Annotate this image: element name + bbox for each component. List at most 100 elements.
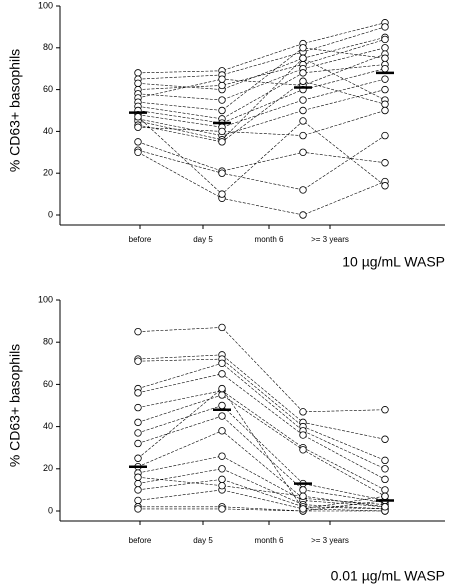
subject-point — [218, 412, 226, 420]
subject-point — [299, 77, 307, 85]
subject-point — [218, 481, 226, 490]
subject-point — [218, 75, 226, 83]
subject-point — [134, 429, 142, 437]
subject-point — [218, 323, 226, 332]
subject-line — [137, 141, 386, 172]
subject-point — [299, 106, 307, 115]
subject-line — [137, 110, 386, 136]
subject-point — [134, 327, 142, 336]
y-tick-label: 0 — [48, 209, 53, 219]
annotation: 0.01 µg/mL WASP — [331, 568, 445, 584]
subject-point — [381, 100, 389, 108]
y-axis-label: % CD63+ basophils — [7, 49, 23, 172]
subject-line — [137, 354, 386, 440]
subject-point — [299, 186, 307, 194]
subject-line — [137, 476, 386, 508]
subject-point — [381, 456, 389, 465]
subject-line — [137, 68, 386, 124]
subject-line — [137, 373, 386, 480]
subject-point — [134, 113, 142, 121]
subject-point — [381, 503, 389, 511]
subject-point — [134, 439, 142, 448]
subject-point — [299, 505, 307, 513]
subject-point — [134, 479, 142, 488]
subject-point — [381, 465, 389, 473]
subject-point — [299, 96, 307, 104]
subject-point — [299, 117, 307, 125]
subject-line — [137, 47, 386, 111]
subject-point — [299, 492, 307, 500]
subject-point — [134, 454, 142, 462]
subject-point — [134, 473, 142, 481]
subject-point — [299, 486, 307, 494]
subject-point — [218, 384, 226, 393]
x-tick-label: >= 3 years — [311, 235, 349, 244]
subject-point — [299, 211, 307, 219]
subject-point — [134, 389, 142, 397]
subject-point — [134, 403, 142, 412]
subject-point — [134, 123, 142, 131]
subject-line — [137, 455, 386, 508]
subject-line — [137, 53, 386, 99]
subject-point — [381, 492, 389, 500]
y-tick-label: 100 — [38, 0, 53, 10]
subject-line — [137, 116, 386, 195]
subject-point — [218, 401, 226, 410]
subject-point — [381, 159, 389, 167]
subject-point — [134, 148, 142, 156]
subject-point — [299, 44, 307, 52]
subject-point — [299, 408, 307, 416]
subject-line — [137, 37, 386, 90]
subject-point — [381, 85, 389, 94]
subject-point — [218, 391, 226, 399]
subject-line — [137, 22, 386, 74]
subject-point — [134, 496, 142, 505]
subject-point — [299, 69, 307, 77]
x-tick-label: >= 3 years — [311, 536, 349, 545]
subject-line — [137, 415, 386, 503]
subject-line — [137, 78, 386, 128]
subject-point — [299, 446, 307, 454]
subject-line — [137, 47, 386, 101]
subject-line — [137, 394, 386, 497]
subject-point — [381, 23, 389, 31]
subject-line — [137, 57, 386, 141]
subject-point — [218, 427, 226, 435]
subject-point — [134, 69, 142, 77]
subject-line — [138, 506, 385, 512]
y-axis-label: % CD63+ basophils — [7, 344, 23, 467]
x-tick-label: before — [129, 235, 152, 244]
subject-point — [134, 505, 142, 513]
subject-point — [381, 435, 389, 443]
subject-point — [218, 452, 226, 460]
subject-point — [218, 96, 226, 104]
y-tick-label: 100 — [38, 294, 53, 304]
subject-point — [218, 169, 226, 177]
subject-point — [381, 475, 389, 484]
subject-point — [299, 131, 307, 140]
subject-line — [137, 388, 386, 510]
subject-point — [218, 127, 226, 136]
subject-line — [137, 362, 386, 470]
subject-line — [137, 405, 386, 501]
subject-point — [381, 106, 389, 115]
subject-point — [381, 486, 389, 494]
subject-line — [137, 489, 386, 512]
y-tick-label: 40 — [43, 421, 53, 431]
subject-point — [218, 138, 226, 146]
subject-line — [137, 358, 386, 461]
subject-point — [218, 475, 226, 484]
y-tick-label: 60 — [43, 84, 53, 94]
subject-point — [381, 54, 389, 62]
subject-line — [137, 39, 386, 90]
subject-point — [218, 505, 226, 513]
x-tick-label: month 6 — [255, 536, 284, 545]
subject-line — [137, 390, 386, 491]
y-tick-label: 60 — [43, 379, 53, 389]
subject-point — [218, 465, 226, 473]
subject-line — [137, 26, 386, 80]
subject-point — [381, 75, 389, 83]
subject-point — [381, 35, 389, 44]
subject-line — [137, 327, 386, 413]
